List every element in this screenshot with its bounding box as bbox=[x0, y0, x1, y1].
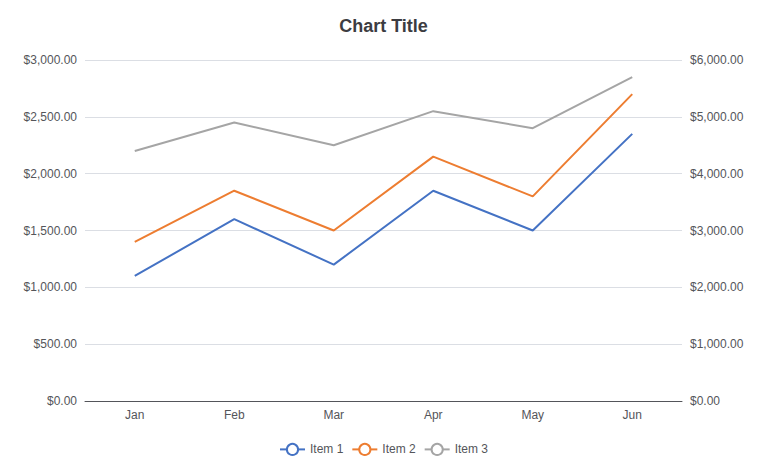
svg-text:$2,500.00: $2,500.00 bbox=[24, 110, 78, 124]
svg-text:$2,000.00: $2,000.00 bbox=[690, 280, 744, 294]
svg-text:Feb: Feb bbox=[224, 408, 245, 422]
svg-text:$3,000.00: $3,000.00 bbox=[24, 53, 78, 67]
svg-text:May: May bbox=[521, 408, 544, 422]
svg-text:$4,000.00: $4,000.00 bbox=[690, 167, 744, 181]
svg-text:Item 1: Item 1 bbox=[310, 442, 344, 456]
svg-text:$0.00: $0.00 bbox=[690, 394, 720, 408]
svg-text:$1,500.00: $1,500.00 bbox=[24, 224, 78, 238]
svg-text:Jun: Jun bbox=[623, 408, 642, 422]
svg-text:Item 2: Item 2 bbox=[382, 442, 416, 456]
svg-text:Chart Title: Chart Title bbox=[339, 16, 428, 36]
svg-text:$3,000.00: $3,000.00 bbox=[690, 224, 744, 238]
svg-text:$1,000.00: $1,000.00 bbox=[24, 280, 78, 294]
svg-text:Mar: Mar bbox=[323, 408, 344, 422]
svg-text:$2,000.00: $2,000.00 bbox=[24, 167, 78, 181]
svg-text:$1,000.00: $1,000.00 bbox=[690, 337, 744, 351]
svg-text:Jan: Jan bbox=[125, 408, 144, 422]
svg-text:Item 3: Item 3 bbox=[455, 442, 489, 456]
svg-text:$0.00: $0.00 bbox=[47, 394, 77, 408]
svg-text:$500.00: $500.00 bbox=[34, 337, 78, 351]
svg-text:$5,000.00: $5,000.00 bbox=[690, 110, 744, 124]
svg-text:$6,000.00: $6,000.00 bbox=[690, 53, 744, 67]
svg-text:Apr: Apr bbox=[424, 408, 443, 422]
